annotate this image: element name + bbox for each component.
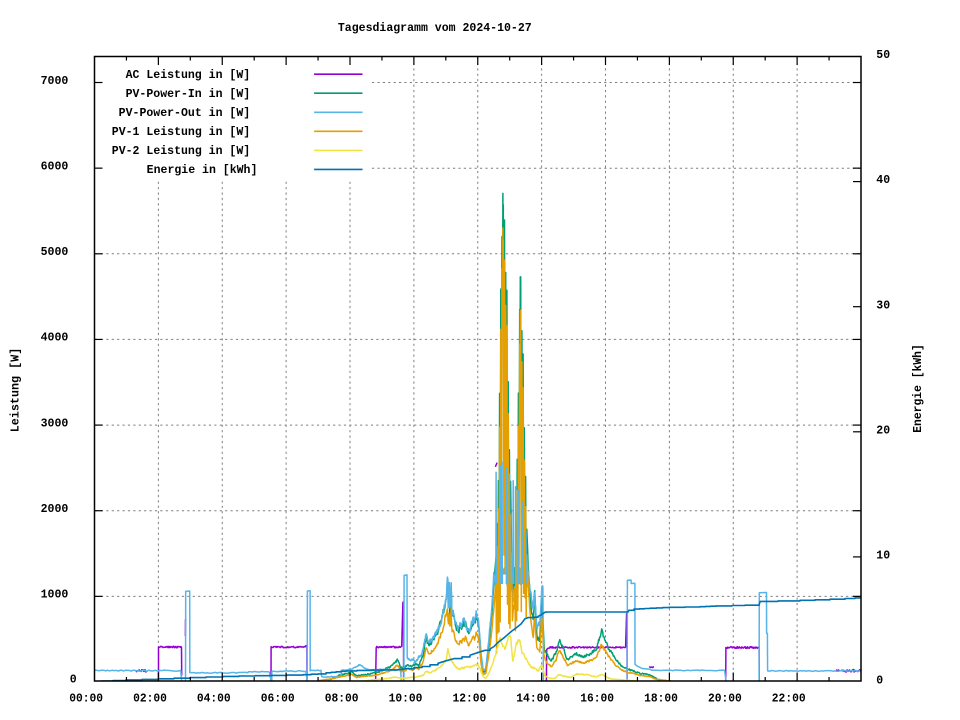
svg-text:PV-Power-In in [W]: PV-Power-In in [W]	[126, 88, 251, 101]
svg-text:00:00: 00:00	[69, 692, 103, 705]
svg-text:40: 40	[876, 174, 890, 187]
svg-text:06:00: 06:00	[261, 692, 295, 705]
svg-text:12:00: 12:00	[453, 692, 487, 705]
svg-text:Energie [kWh]: Energie [kWh]	[912, 344, 925, 433]
svg-text:PV-Power-Out in [W]: PV-Power-Out in [W]	[119, 107, 251, 120]
svg-text:4000: 4000	[41, 332, 69, 345]
svg-text:7000: 7000	[41, 75, 69, 88]
svg-text:PV-2 Leistung in [W]: PV-2 Leistung in [W]	[112, 145, 250, 158]
svg-text:04:00: 04:00	[197, 692, 231, 705]
svg-text:10:00: 10:00	[389, 692, 423, 705]
svg-text:20:00: 20:00	[708, 692, 742, 705]
svg-text:08:00: 08:00	[325, 692, 359, 705]
svg-text:1000: 1000	[41, 589, 69, 602]
svg-text:6000: 6000	[41, 160, 69, 173]
svg-text:30: 30	[876, 299, 890, 312]
svg-text:0: 0	[876, 675, 883, 688]
svg-text:0: 0	[70, 673, 77, 686]
svg-text:20: 20	[876, 424, 890, 437]
svg-text:3000: 3000	[41, 417, 69, 430]
svg-text:PV-1 Leistung in [W]: PV-1 Leistung in [W]	[112, 126, 250, 139]
svg-text:2000: 2000	[41, 503, 69, 516]
svg-text:Leistung [W]: Leistung [W]	[9, 348, 22, 433]
svg-text:10: 10	[876, 550, 890, 563]
svg-text:22:00: 22:00	[772, 692, 806, 705]
svg-text:AC Leistung in [W]: AC Leistung in [W]	[126, 69, 251, 82]
svg-text:14:00: 14:00	[516, 692, 550, 705]
svg-text:Energie in [kWh]: Energie in [kWh]	[147, 164, 258, 177]
svg-text:50: 50	[876, 49, 890, 62]
svg-text:16:00: 16:00	[580, 692, 614, 705]
svg-text:5000: 5000	[41, 246, 69, 259]
svg-text:18:00: 18:00	[644, 692, 678, 705]
svg-text:02:00: 02:00	[133, 692, 167, 705]
svg-text:Tagesdiagramm vom 2024-10-27: Tagesdiagramm vom 2024-10-27	[338, 22, 532, 35]
